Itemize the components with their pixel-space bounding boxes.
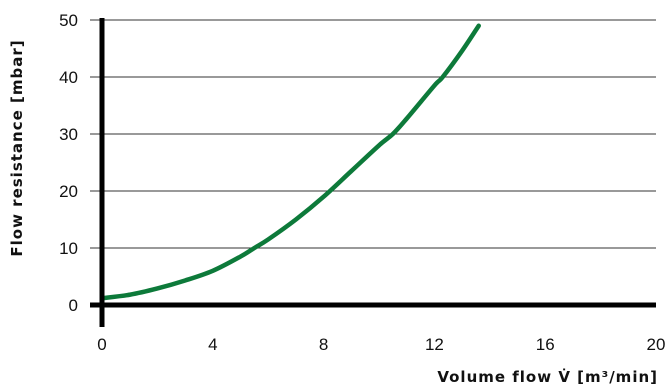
axes [90, 18, 656, 327]
y-tick-label: 0 [69, 296, 78, 315]
y-tick-label: 30 [59, 125, 78, 144]
y-tick-label: 40 [59, 68, 78, 87]
grid-lines [90, 19, 656, 249]
y-tick-label: 10 [59, 239, 78, 258]
x-tick-label: 16 [536, 335, 555, 354]
series-curves [99, 23, 481, 301]
y-axis-title: Flow resistance [mbar] [8, 39, 26, 256]
x-axis-title: Volume flow V̇ [m³/min] [437, 367, 658, 386]
x-tick-label: 12 [425, 335, 444, 354]
y-tick-label: 50 [59, 11, 78, 30]
series-line-0 [99, 23, 481, 301]
x-tick-label: 8 [319, 335, 328, 354]
y-tick-label: 20 [59, 182, 78, 201]
x-tick-label: 20 [647, 335, 666, 354]
x-tick-label: 0 [97, 335, 106, 354]
x-tick-label: 4 [208, 335, 217, 354]
y-tick-labels: 0 10 20 30 40 50 [59, 11, 78, 315]
x-tick-labels: 0 4 8 12 16 20 [97, 335, 665, 354]
